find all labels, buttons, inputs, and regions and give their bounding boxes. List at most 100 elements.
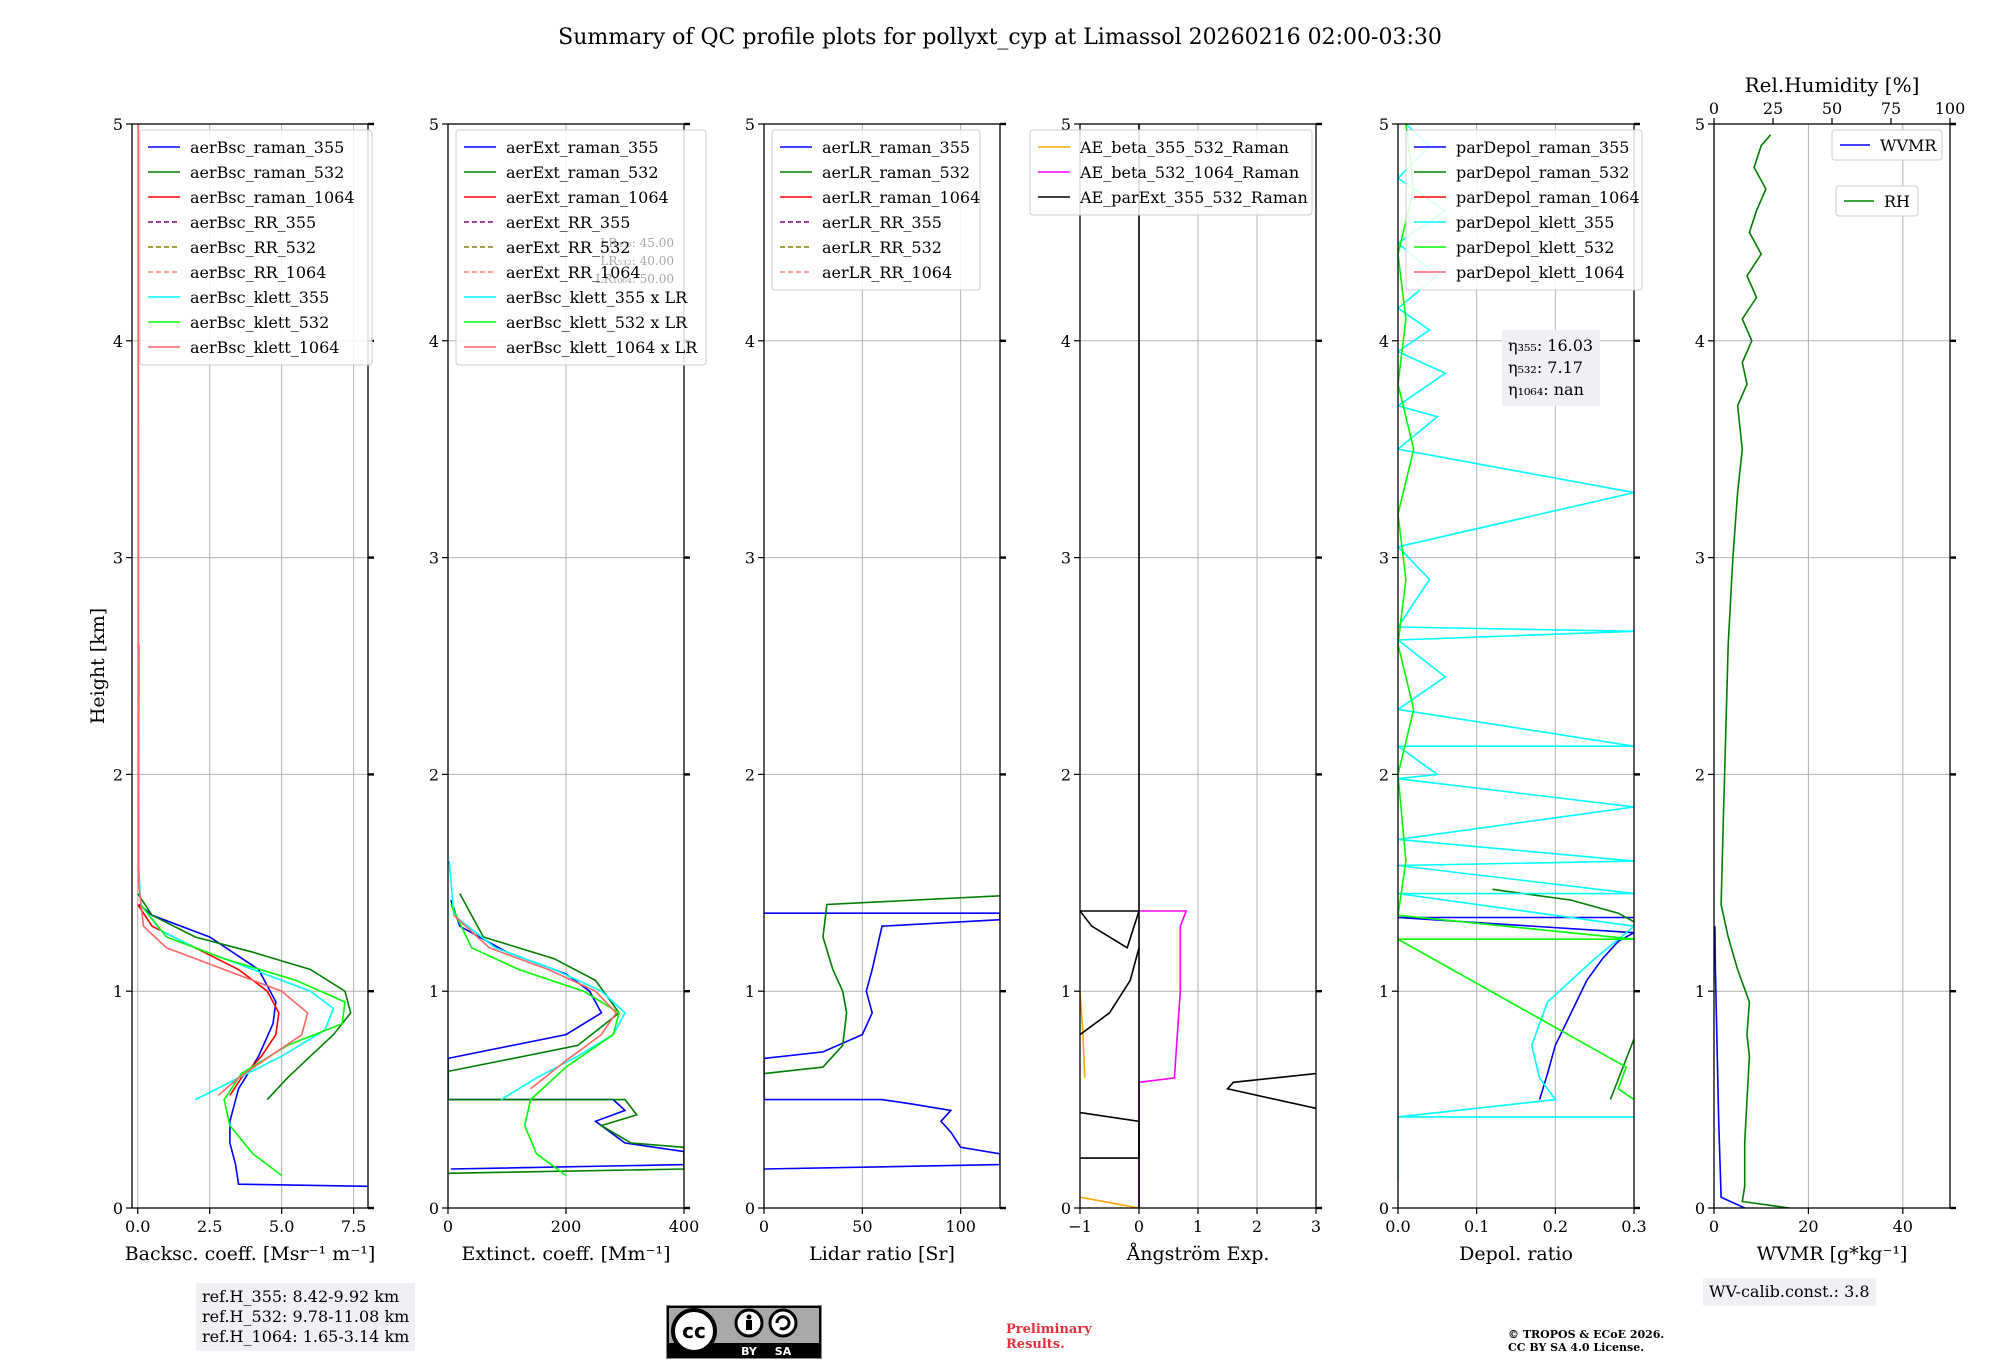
x-tick-label: 0: [1709, 1217, 1719, 1236]
series-line-parDepol_raman_355: [1398, 916, 1634, 1100]
y-tick-label: 5: [113, 115, 123, 134]
ref-height-box: ref.H_355: 8.42-9.92 km ref.H_532: 9.78-…: [196, 1283, 416, 1351]
legend-box: [1405, 129, 1643, 291]
wv-calib-box: WV-calib.const.: 3.8: [1703, 1278, 1876, 1306]
ref-height-532: ref.H_532: 9.78-11.08 km: [202, 1307, 410, 1326]
legend: aerLR_raman_355 aerLR_raman_532 aerLR_rama…: [771, 129, 981, 291]
legend-label: aerBsc_raman_1064: [190, 188, 355, 207]
x-tick-label: 200: [551, 1217, 582, 1236]
y-tick-label: 2: [1695, 765, 1705, 784]
legend-box: [139, 129, 373, 366]
y-tick-label: 1: [745, 982, 755, 1001]
legend-label: aerBsc_RR_532: [190, 238, 316, 257]
lr-annotation-line: LR₃₅₅: 45.00: [600, 236, 674, 250]
x-tick-label: 0.0: [125, 1217, 150, 1236]
top-tick-label: 75: [1881, 99, 1901, 118]
series-line-aerBsc_raman_355: [138, 903, 368, 1188]
top-axis-label: Rel.Humidity [%]: [1745, 73, 1920, 97]
series-group: [1080, 124, 1316, 1208]
y-tick-label: 4: [1061, 332, 1071, 351]
legend-label: aerExt_raman_1064: [506, 188, 669, 207]
legend-label: aerExt_raman_532: [506, 163, 659, 182]
copyright-line-2: CC BY SA 4.0 License.: [1508, 1341, 1645, 1354]
x-tick-label: 400: [669, 1217, 700, 1236]
eta-box: [1502, 330, 1600, 406]
legend-label: parDepol_raman_532: [1456, 163, 1629, 182]
series-group: [448, 861, 684, 1177]
y-tick-label: 0: [113, 1199, 123, 1218]
legend-label: aerBsc_klett_355 x LR: [506, 288, 688, 307]
series-line-aerBsc_klett_532: [139, 904, 346, 1177]
top-tick-label: 25: [1763, 99, 1783, 118]
legend-label: parDepol_raman_355: [1456, 138, 1629, 157]
series-line-aerBsc_raman_1064: [137, 904, 280, 1096]
legend-label: aerBsc_klett_532 x LR: [506, 313, 688, 332]
series-line-parDepol_raman_532: [1609, 1038, 1634, 1100]
cc-text: cc: [682, 1319, 706, 1343]
series-line-RH: [1720, 134, 1790, 1208]
legend-label: aerBsc_klett_1064: [190, 338, 339, 357]
y-tick-label: 2: [429, 765, 439, 784]
x-tick-label: 0.2: [1543, 1217, 1568, 1236]
y-tick-label: 0: [1061, 1199, 1071, 1218]
eta-line: η₁₀₆₄: nan: [1508, 380, 1584, 399]
legend-label: parDepol_klett_532: [1456, 238, 1614, 257]
axes-frame: [1397, 123, 1635, 1209]
x-tick-label: 40: [1893, 1217, 1913, 1236]
y-tick-label: 4: [745, 332, 755, 351]
eta-line: η₅₃₂: 7.17: [1508, 358, 1583, 377]
legend-label: aerBsc_klett_1064 x LR: [506, 338, 698, 357]
series-line-AE_parExt_355_532_Raman_d: [1225, 1072, 1316, 1110]
top-tick-label: 0: [1709, 99, 1719, 118]
chart-title: Summary of QC profile plots for pollyxt_…: [558, 25, 1442, 50]
legend-label: aerBsc_raman_355: [190, 138, 344, 157]
series-line-WVMR: [1714, 926, 1746, 1208]
x-tick-label: 100: [945, 1217, 976, 1236]
y-tick-label: 3: [429, 549, 439, 568]
y-tick-label: 5: [429, 115, 439, 134]
cc-by-text: BY: [741, 1345, 758, 1358]
y-tick-label: 3: [1061, 549, 1071, 568]
legend-box: [455, 129, 707, 366]
x-axis-label: Backsc. coeff. [Msr⁻¹ m⁻¹]: [125, 1243, 376, 1265]
y-tick-label: 3: [745, 549, 755, 568]
series-line-AE_beta_355_532_Raman_b: [1080, 991, 1086, 1078]
y-tick-label: 2: [1061, 765, 1071, 784]
series-group: [137, 124, 368, 1188]
series-line-aerLR_raman_355: [764, 912, 1000, 1170]
legend-label: parDepol_klett_355: [1456, 213, 1614, 232]
y-tick-label: 1: [429, 982, 439, 1001]
legend-label: aerLR_RR_532: [822, 238, 942, 257]
y-tick-label: 0: [429, 1199, 439, 1218]
series-group: [1714, 134, 1790, 1208]
lr-annotation-line: LR₁₀₆₄: 50.00: [596, 272, 674, 286]
series-line-parDepol_klett_355: [1398, 124, 1634, 1180]
x-axis-label: Depol. ratio: [1459, 1243, 1573, 1265]
y-tick-label: 4: [113, 332, 123, 351]
axes-frame: [1713, 123, 1951, 1209]
eta-annotation: η₃₅₅: 16.03 η₅₃₂: 7.17 η₁₀₆₄: nan: [1502, 330, 1600, 406]
series-line-AE_parExt_355_532_Raman_b: [1080, 947, 1140, 1036]
x-tick-label: 2.5: [197, 1217, 222, 1236]
y-axis-label: Height [km]: [87, 608, 109, 724]
legend-label: AE_beta_532_1064_Raman: [1079, 163, 1299, 182]
panel-wvmr: 0 20 40 0 1 2 3 4 5 WVMR [g*kg⁻¹] 0 25 50 75 100 Rel.Hu…: [1695, 73, 1965, 1265]
series-line-aerBsc_klett_1064 x LR: [453, 914, 618, 1090]
y-tick-label: 0: [1379, 1199, 1389, 1218]
legend-label: aerExt_RR_532: [506, 238, 630, 257]
legend-label: aerExt_RR_1064: [506, 263, 641, 282]
cc-license-badge-icon: cc BY SA: [666, 1305, 822, 1359]
x-axis-label: WVMR [g*kg⁻¹]: [1757, 1243, 1908, 1265]
series-line-aerBsc_klett_1064: [137, 124, 309, 1096]
x-tick-label: 0: [1134, 1217, 1144, 1236]
top-tick-label: 50: [1822, 99, 1842, 118]
x-axis-label: Lidar ratio [Sr]: [809, 1243, 955, 1265]
legend-label: aerBsc_RR_355: [190, 213, 316, 232]
y-tick-label: 3: [1379, 549, 1389, 568]
preliminary-line-1: Preliminary: [1006, 1322, 1092, 1337]
series-line-aerBsc_raman_532: [137, 893, 352, 1101]
legend-label: parDepol_klett_1064: [1456, 263, 1625, 282]
y-tick-label: 1: [1379, 982, 1389, 1001]
